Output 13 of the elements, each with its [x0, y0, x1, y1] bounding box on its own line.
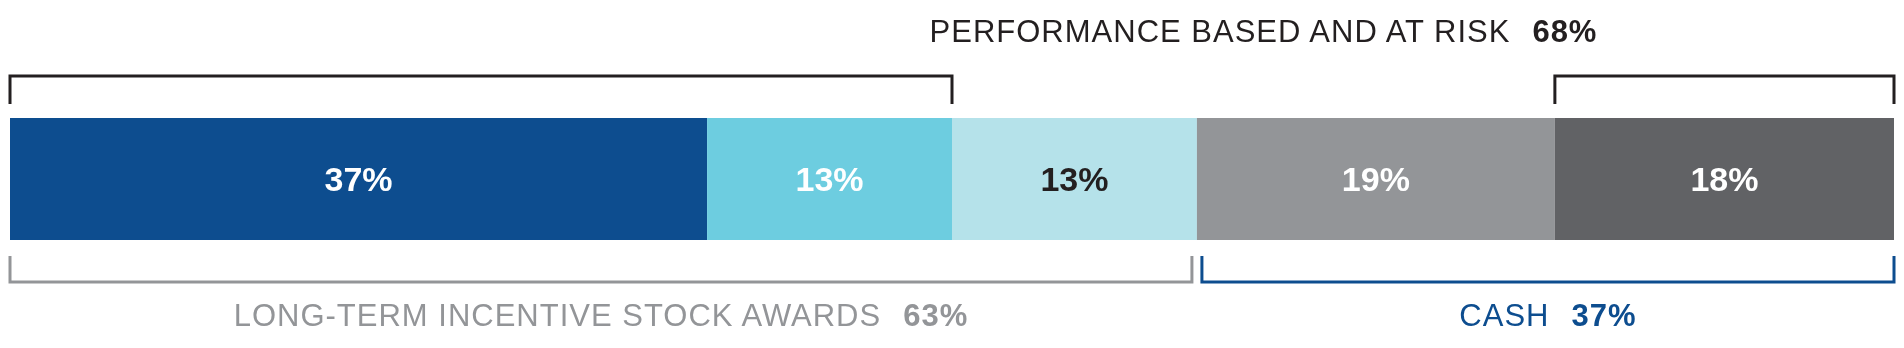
data-label: 13%: [795, 160, 864, 199]
text: PERFORMANCE BASED AND AT RISK 68%: [929, 14, 1598, 49]
data-label: 13%: [1040, 160, 1109, 199]
bar: [707, 118, 952, 240]
bar: [1554, 118, 1894, 240]
bar: [1196, 118, 1555, 240]
text: LONG-TERM INCENTIVE STOCK AWARDS 63%: [233, 298, 969, 333]
data-label: 18%: [1690, 160, 1759, 199]
data-label: 37%: [324, 160, 393, 199]
bar: [952, 118, 1197, 240]
bar: [10, 118, 708, 240]
text: CASH 37%: [1459, 298, 1637, 333]
data-label: 19%: [1341, 160, 1410, 199]
